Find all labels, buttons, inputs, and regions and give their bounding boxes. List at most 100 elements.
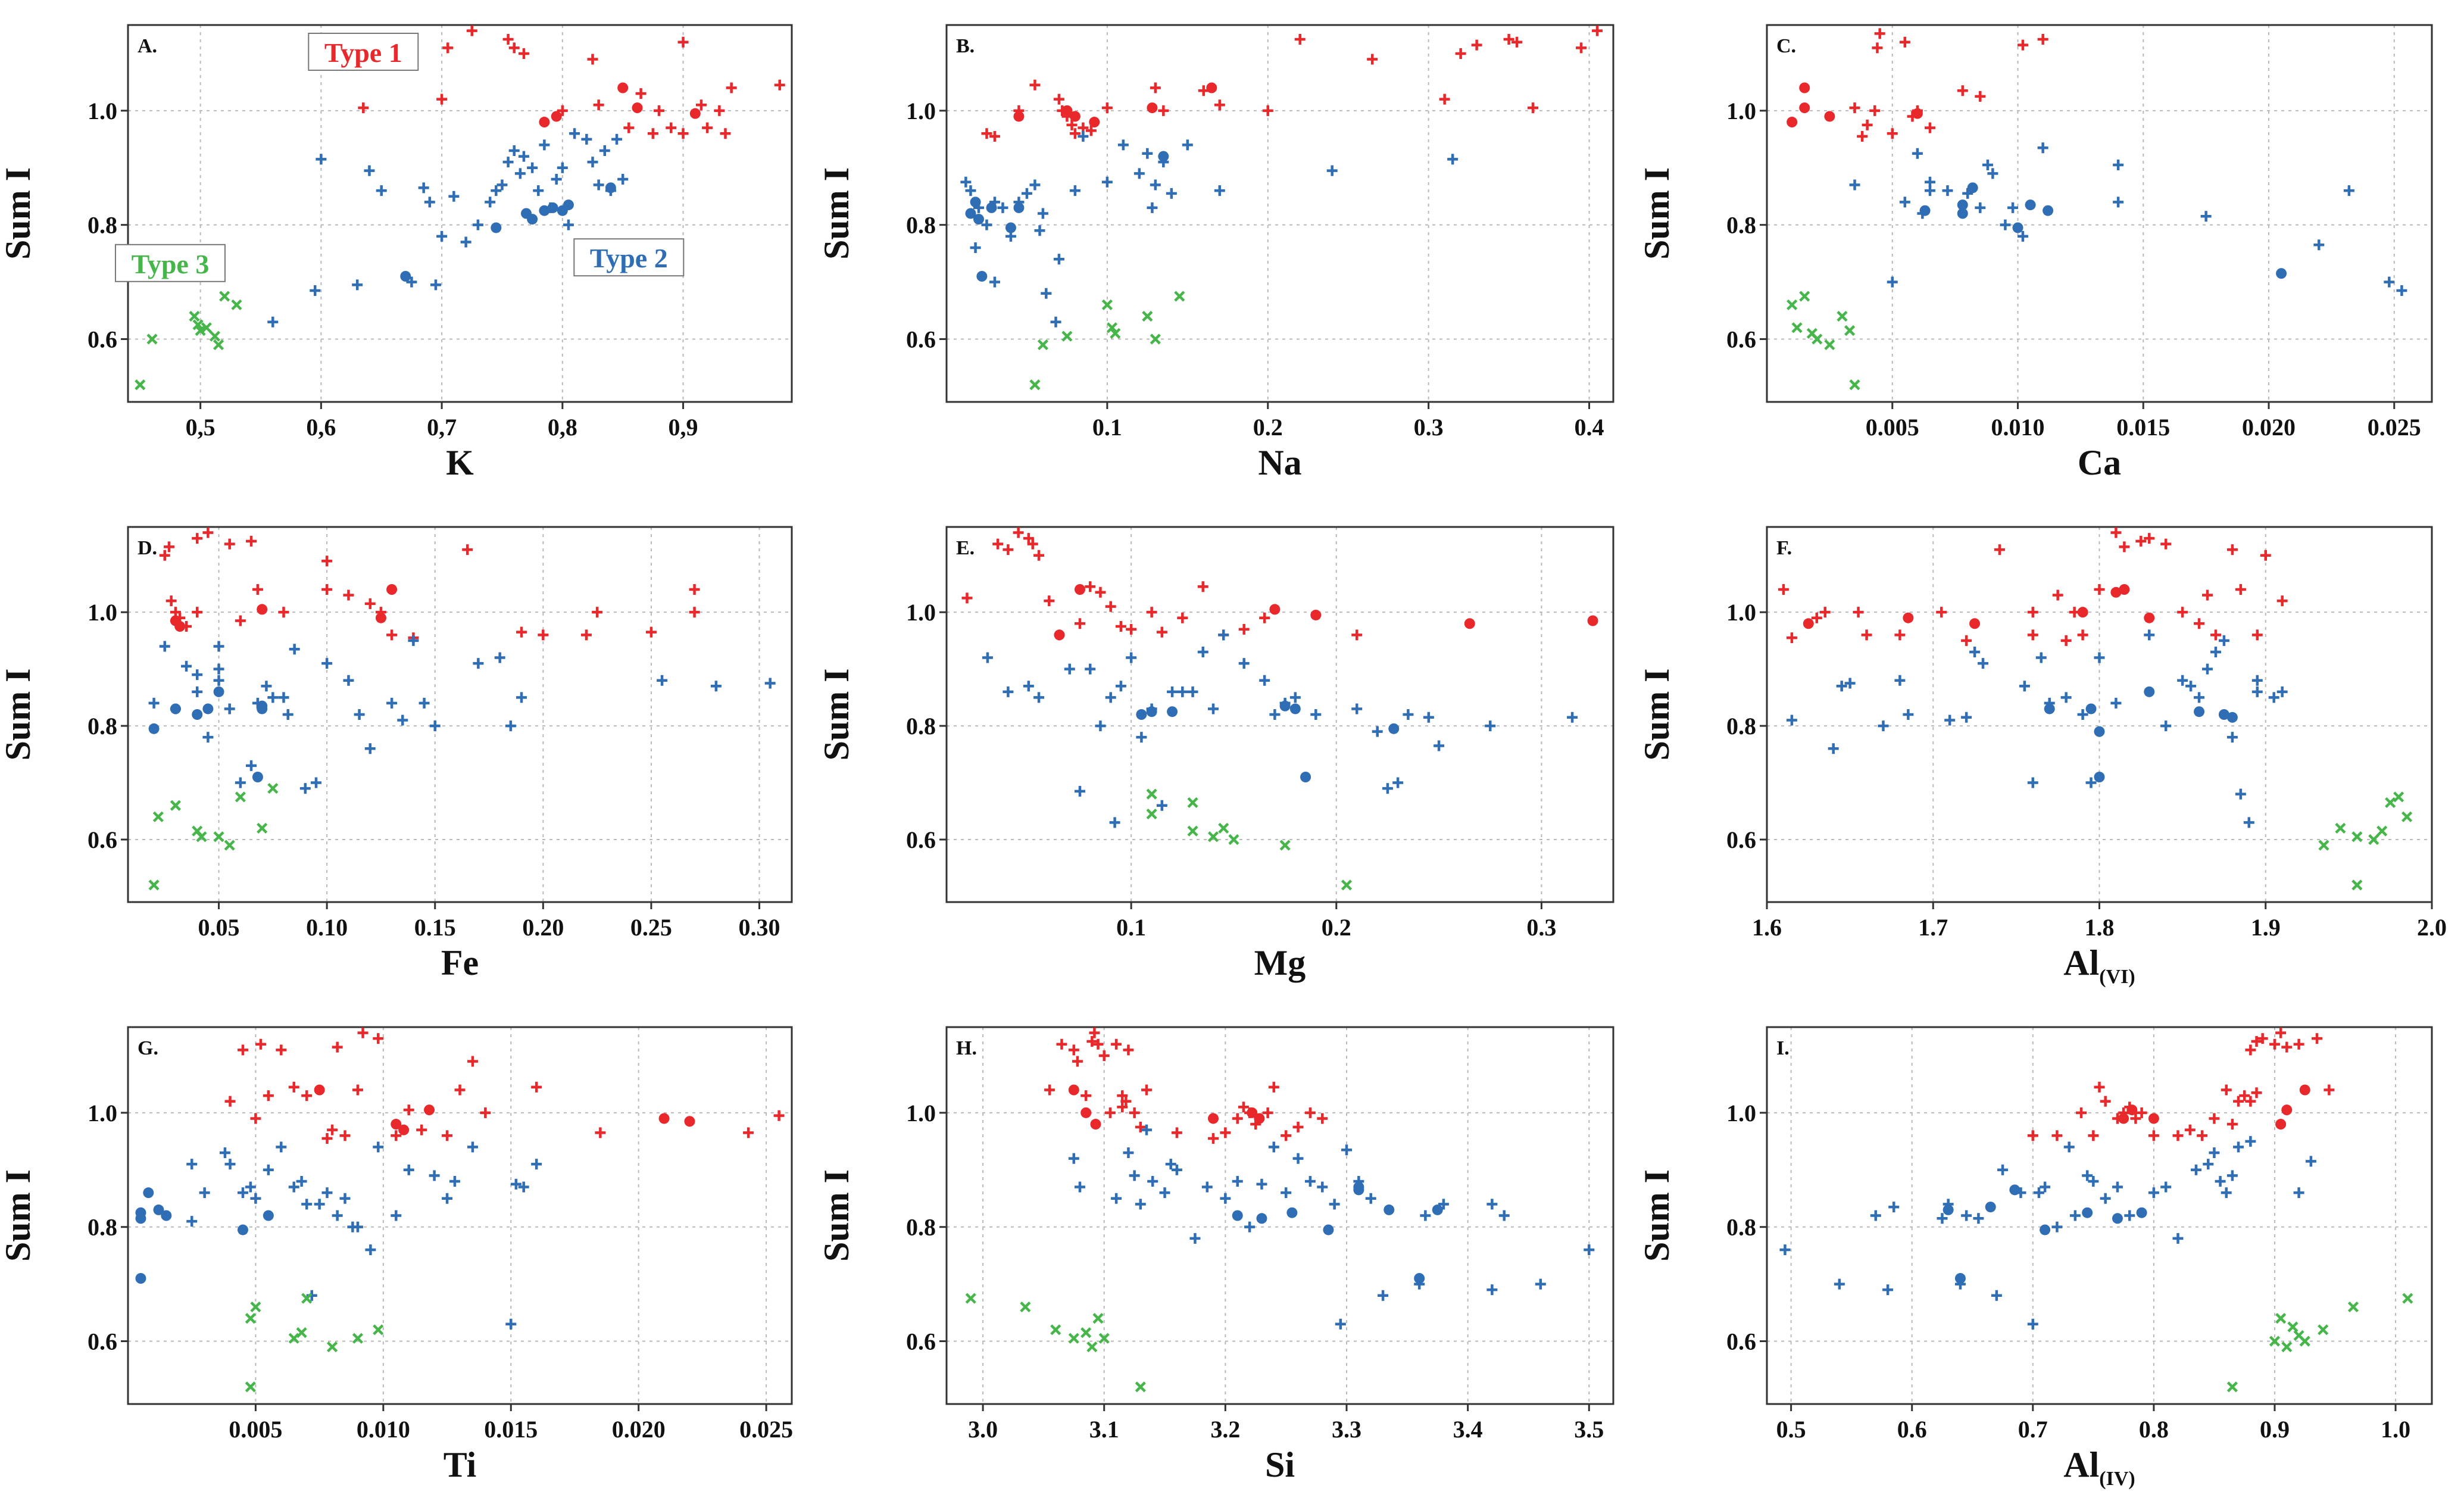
data-point — [1147, 102, 1158, 114]
data-point — [1985, 1202, 1996, 1213]
data-point — [2094, 652, 2105, 663]
x-tick-label: 0.005 — [229, 1416, 282, 1443]
data-point — [1111, 1193, 1122, 1204]
data-point — [1053, 93, 1064, 105]
data-point — [1105, 692, 1116, 703]
data-point — [1003, 686, 1014, 697]
data-point — [1068, 1333, 1079, 1344]
data-point — [1021, 188, 1032, 199]
data-point — [1117, 1102, 1128, 1113]
data-point — [1567, 712, 1578, 723]
legend-type1: Type 1 — [324, 38, 402, 68]
data-point — [970, 196, 981, 208]
panel-b: 0.1 0.2 0.3 0.4 0.6 0.8 1.0 B. Na Sum I — [817, 24, 1614, 482]
data-point — [518, 151, 529, 162]
data-point — [261, 681, 272, 692]
data-point — [2351, 879, 2363, 891]
data-point — [1903, 612, 1914, 623]
data-point — [1207, 831, 1219, 843]
data-point — [2324, 1084, 2335, 1096]
data-point — [1294, 33, 1306, 45]
x-tick-label: 0,8 — [548, 414, 577, 441]
data-point — [496, 179, 508, 191]
data-point — [352, 279, 363, 291]
data-point — [2077, 709, 2088, 720]
data-point — [1075, 584, 1085, 595]
x-axis-title: Al(VI) — [2063, 943, 2135, 988]
data-point — [981, 219, 992, 230]
data-point — [472, 219, 483, 230]
data-point — [563, 199, 574, 211]
x-axis-title: Ti — [444, 1445, 477, 1484]
data-point — [1110, 327, 1121, 339]
data-point — [1836, 681, 1847, 692]
data-point — [1957, 199, 1968, 211]
data-point — [1101, 102, 1113, 114]
data-point — [1351, 703, 1363, 715]
data-point — [1034, 225, 1045, 236]
x-axis-title: Fe — [441, 943, 479, 982]
panel-letter: E. — [956, 537, 975, 559]
data-point — [494, 652, 505, 663]
data-point — [2027, 777, 2038, 788]
type-label-box — [114, 244, 226, 282]
data-point — [1115, 681, 1126, 692]
x-tick-label: 1.8 — [2085, 914, 2115, 941]
data-point — [1158, 105, 1169, 116]
data-point — [2051, 1130, 2063, 1141]
data-point — [343, 675, 354, 686]
data-point — [2160, 720, 2172, 732]
panel-letter: D. — [138, 537, 157, 559]
data-point — [1259, 612, 1270, 623]
data-point — [1167, 686, 1178, 697]
x-axis-title: Mg — [1254, 943, 1306, 982]
data-point — [1146, 706, 1157, 717]
data-point — [2119, 541, 2130, 553]
data-point — [376, 185, 387, 196]
data-point — [1101, 299, 1113, 311]
data-point — [1310, 609, 1322, 620]
data-point — [321, 1133, 333, 1144]
data-point — [981, 128, 992, 139]
data-point — [518, 1181, 529, 1193]
data-point — [2037, 33, 2048, 45]
data-point — [2376, 825, 2388, 837]
y-axis-title: Sum I — [1637, 1169, 1676, 1262]
data-point — [1174, 291, 1185, 302]
panel-letter: I. — [1776, 1037, 1790, 1059]
data-point — [189, 311, 200, 322]
data-point — [2144, 629, 2155, 641]
data-point — [1111, 1038, 1122, 1050]
data-point — [2190, 1164, 2201, 1175]
data-point — [2012, 222, 2023, 233]
data-point — [1878, 720, 1889, 732]
data-point — [2318, 1324, 2329, 1336]
x-tick-label: 0.4 — [1575, 414, 1604, 441]
data-point — [2226, 732, 2238, 743]
data-point — [485, 196, 496, 208]
x-tick-label: 0.1 — [1116, 914, 1146, 941]
data-point — [2276, 686, 2288, 697]
data-point — [1135, 1381, 1146, 1393]
data-point — [1078, 131, 1089, 142]
data-point — [2269, 1336, 2281, 1347]
data-point — [224, 538, 235, 550]
data-point — [1086, 1341, 1098, 1353]
data-point — [2275, 1313, 2287, 1324]
data-point — [773, 1110, 785, 1121]
data-point — [1033, 550, 1045, 561]
data-point — [2251, 675, 2263, 686]
data-point — [2052, 589, 2063, 601]
data-point — [1129, 1107, 1140, 1118]
data-point — [989, 276, 1000, 288]
data-point — [1106, 322, 1118, 333]
x-tick-label: 0.3 — [1414, 414, 1444, 441]
data-point — [2177, 675, 2188, 686]
data-point — [2019, 681, 2030, 692]
x-tick-label: 0.05 — [198, 914, 240, 941]
data-point — [961, 592, 973, 604]
panel-g: 0.005 0.010 0.015 0.020 0.025 0.6 0.8 1.0 G. Ti Su… — [0, 1026, 793, 1484]
data-point — [148, 723, 160, 734]
x-tick-label: 0.7 — [2018, 1416, 2048, 1443]
data-point — [202, 732, 214, 743]
